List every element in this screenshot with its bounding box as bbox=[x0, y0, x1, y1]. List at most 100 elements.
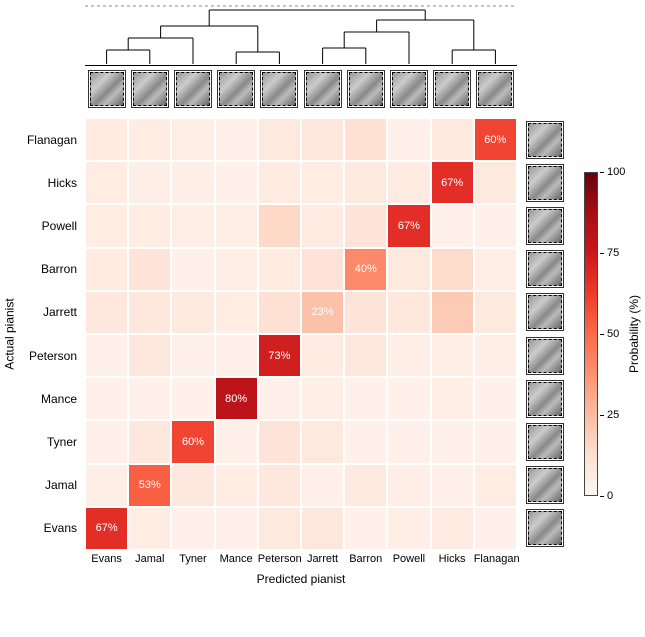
heatmap-cell bbox=[171, 334, 214, 377]
heatmap-cell bbox=[474, 334, 517, 377]
colorbar-tick: 50 bbox=[600, 328, 619, 340]
pianist-photo bbox=[474, 68, 517, 110]
heatmap-cell bbox=[301, 507, 344, 550]
heatmap-cell bbox=[85, 161, 128, 204]
colorbar-ticks: 0255075100 bbox=[600, 172, 624, 496]
heatmap-cell bbox=[431, 118, 474, 161]
pianist-photo bbox=[258, 68, 301, 110]
heatmap-cell bbox=[258, 118, 301, 161]
column-photos bbox=[85, 68, 517, 110]
heatmap-cell bbox=[85, 248, 128, 291]
x-tick-label: Jamal bbox=[128, 553, 171, 569]
heatmap-cell bbox=[344, 161, 387, 204]
heatmap-cell bbox=[474, 161, 517, 204]
heatmap-cell bbox=[344, 204, 387, 247]
heatmap-cell bbox=[258, 464, 301, 507]
x-axis-labels: EvansJamalTynerMancePetersonJarrettBarro… bbox=[85, 553, 517, 569]
x-tick-label: Tyner bbox=[171, 553, 214, 569]
heatmap-cell: 53% bbox=[128, 464, 171, 507]
heatmap-cell bbox=[215, 334, 258, 377]
heatmap-cell bbox=[258, 248, 301, 291]
heatmap-cell bbox=[258, 161, 301, 204]
y-axis-title: Actual pianist bbox=[2, 118, 18, 550]
heatmap-cell bbox=[301, 334, 344, 377]
heatmap-cell bbox=[344, 464, 387, 507]
heatmap-cell bbox=[215, 507, 258, 550]
heatmap-cell bbox=[85, 334, 128, 377]
heatmap-cell bbox=[258, 204, 301, 247]
heatmap-cell: 60% bbox=[474, 118, 517, 161]
heatmap-cell bbox=[128, 420, 171, 463]
heatmap-cell bbox=[387, 377, 430, 420]
pianist-photo bbox=[524, 420, 566, 463]
pianist-photo bbox=[85, 68, 128, 110]
heatmap-cell bbox=[344, 118, 387, 161]
heatmap-cell bbox=[344, 507, 387, 550]
heatmap-cell: 67% bbox=[431, 161, 474, 204]
heatmap-cell bbox=[344, 334, 387, 377]
heatmap-cell bbox=[171, 204, 214, 247]
dendrogram bbox=[85, 2, 517, 64]
heatmap-cell bbox=[344, 377, 387, 420]
heatmap-cell bbox=[431, 334, 474, 377]
x-tick-label: Evans bbox=[85, 553, 128, 569]
x-axis-title: Predicted pianist bbox=[85, 572, 517, 586]
pianist-photo bbox=[524, 161, 566, 204]
pianist-photo bbox=[524, 291, 566, 334]
heatmap-cell bbox=[215, 291, 258, 334]
heatmap-cell bbox=[474, 377, 517, 420]
heatmap-cell bbox=[85, 118, 128, 161]
heatmap-cell bbox=[171, 464, 214, 507]
heatmap-cell: 67% bbox=[387, 204, 430, 247]
row-photos bbox=[524, 118, 566, 550]
pianist-photo bbox=[524, 204, 566, 247]
colorbar-tick: 75 bbox=[600, 247, 619, 259]
heatmap-cell bbox=[128, 334, 171, 377]
heatmap-cell bbox=[128, 248, 171, 291]
heatmap-cell bbox=[258, 420, 301, 463]
heatmap-cell bbox=[128, 118, 171, 161]
heatmap-cell bbox=[387, 291, 430, 334]
heatmap-cell bbox=[301, 464, 344, 507]
heatmap-cell bbox=[474, 204, 517, 247]
heatmap-cell bbox=[431, 291, 474, 334]
heatmap-cell bbox=[431, 420, 474, 463]
heatmap-cell bbox=[85, 204, 128, 247]
x-tick-label: Mance bbox=[215, 553, 258, 569]
heatmap-cell bbox=[215, 118, 258, 161]
heatmap-cell bbox=[128, 507, 171, 550]
colorbar-title: Probability (%) bbox=[626, 172, 642, 496]
colorbar bbox=[584, 172, 598, 496]
heatmap-cell bbox=[301, 420, 344, 463]
heatmap-cell bbox=[128, 161, 171, 204]
heatmap-cell bbox=[215, 161, 258, 204]
heatmap-cell bbox=[301, 118, 344, 161]
x-tick-label: Flanagan bbox=[474, 553, 517, 569]
heatmap-cell bbox=[258, 291, 301, 334]
heatmap-cell bbox=[387, 248, 430, 291]
heatmap-cell bbox=[474, 464, 517, 507]
x-tick-label: Barron bbox=[344, 553, 387, 569]
colorbar-tick: 100 bbox=[600, 166, 625, 178]
heatmap-cell bbox=[171, 291, 214, 334]
pianist-photo bbox=[431, 68, 474, 110]
x-tick-label: Powell bbox=[387, 553, 430, 569]
heatmap-cell bbox=[387, 161, 430, 204]
heatmap-cell bbox=[301, 161, 344, 204]
heatmap-cell bbox=[215, 420, 258, 463]
divider bbox=[85, 65, 517, 66]
pianist-photo bbox=[524, 334, 566, 377]
heatmap-cell: 60% bbox=[171, 420, 214, 463]
heatmap-cell bbox=[215, 204, 258, 247]
pianist-photo bbox=[128, 68, 171, 110]
heatmap-cell bbox=[85, 420, 128, 463]
heatmap-cell bbox=[85, 291, 128, 334]
heatmap-cell bbox=[171, 507, 214, 550]
pianist-photo bbox=[524, 118, 566, 161]
heatmap-cell bbox=[474, 291, 517, 334]
heatmap-cell bbox=[301, 204, 344, 247]
heatmap-cell bbox=[85, 464, 128, 507]
heatmap-cell bbox=[258, 507, 301, 550]
x-tick-label: Hicks bbox=[431, 553, 474, 569]
pianist-photo bbox=[344, 68, 387, 110]
